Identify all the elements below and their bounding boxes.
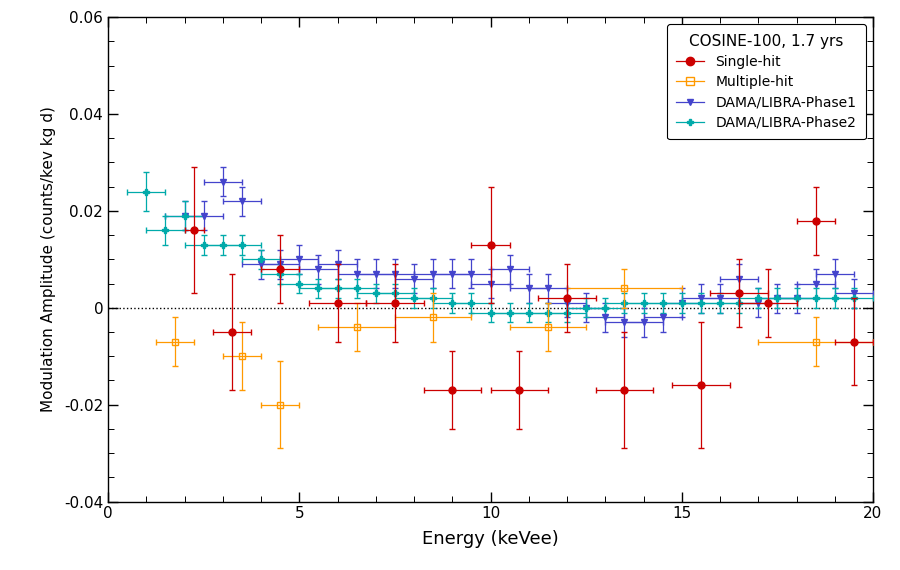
X-axis label: Energy (keVee): Energy (keVee): [422, 530, 559, 548]
Y-axis label: Modulation Amplitude (counts/kev kg d): Modulation Amplitude (counts/kev kg d): [40, 107, 56, 412]
Legend: Single-hit, Multiple-hit, DAMA/LIBRA-Phase1, DAMA/LIBRA-Phase2: Single-hit, Multiple-hit, DAMA/LIBRA-Pha…: [667, 24, 866, 140]
